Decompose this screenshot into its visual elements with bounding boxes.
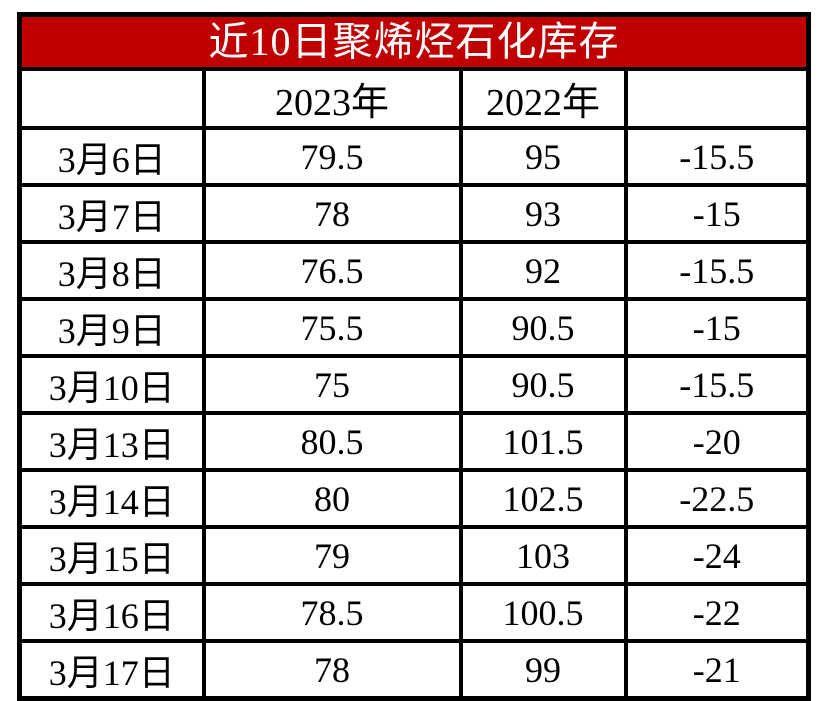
table-title-row: 近10日聚烯烃石化库存	[17, 12, 811, 71]
table-row: 3月17日 78 99 -21	[17, 639, 811, 701]
value-2022-cell: 101.5	[458, 411, 628, 472]
diff-cell: -24	[623, 525, 811, 586]
value-2023-cell: 79.5	[201, 126, 463, 187]
header-2022: 2022年	[458, 67, 628, 130]
value-2023-cell: 80	[201, 468, 463, 529]
date-cell: 3月9日	[17, 297, 206, 358]
value-2022-cell: 100.5	[458, 582, 628, 643]
value-2022-cell: 99	[458, 639, 628, 701]
date-cell: 3月8日	[17, 240, 206, 301]
value-2023-cell: 79	[201, 525, 463, 586]
value-2022-cell: 90.5	[458, 297, 628, 358]
date-cell: 3月17日	[17, 639, 206, 701]
date-cell: 3月13日	[17, 411, 206, 472]
diff-cell: -15	[623, 183, 811, 244]
diff-cell: -22.5	[623, 468, 811, 529]
table-row: 3月16日 78.5 100.5 -22	[17, 582, 811, 643]
value-2023-cell: 80.5	[201, 411, 463, 472]
header-2023: 2023年	[201, 67, 463, 130]
header-diff	[623, 67, 811, 130]
diff-cell: -15.5	[623, 126, 811, 187]
diff-cell: -21	[623, 639, 811, 701]
table-row: 3月14日 80 102.5 -22.5	[17, 468, 811, 529]
value-2023-cell: 76.5	[201, 240, 463, 301]
diff-cell: -15.5	[623, 354, 811, 415]
date-cell: 3月14日	[17, 468, 206, 529]
date-cell: 3月15日	[17, 525, 206, 586]
page: { "title": "近10日聚烯烃石化库存", "colors": { "t…	[17, 12, 811, 701]
date-cell: 3月10日	[17, 354, 206, 415]
table-row: 3月10日 75 90.5 -15.5	[17, 354, 811, 415]
table-row: 3月15日 79 103 -24	[17, 525, 811, 586]
date-cell: 3月6日	[17, 126, 206, 187]
inventory-table: 近10日聚烯烃石化库存 2023年 2022年 3月6日 79.5 95 -15…	[17, 12, 811, 701]
table-title: 近10日聚烯烃石化库存	[17, 12, 811, 71]
diff-cell: -20	[623, 411, 811, 472]
header-date	[17, 67, 206, 130]
value-2022-cell: 93	[458, 183, 628, 244]
value-2023-cell: 75	[201, 354, 463, 415]
table-row: 3月9日 75.5 90.5 -15	[17, 297, 811, 358]
value-2023-cell: 78	[201, 639, 463, 701]
value-2022-cell: 95	[458, 126, 628, 187]
table-row: 3月8日 76.5 92 -15.5	[17, 240, 811, 301]
value-2022-cell: 92	[458, 240, 628, 301]
value-2022-cell: 103	[458, 525, 628, 586]
value-2023-cell: 78	[201, 183, 463, 244]
value-2022-cell: 90.5	[458, 354, 628, 415]
value-2023-cell: 78.5	[201, 582, 463, 643]
value-2022-cell: 102.5	[458, 468, 628, 529]
table-row: 3月7日 78 93 -15	[17, 183, 811, 244]
table-row: 3月6日 79.5 95 -15.5	[17, 126, 811, 187]
diff-cell: -15	[623, 297, 811, 358]
table-header-row: 2023年 2022年	[17, 67, 811, 130]
diff-cell: -22	[623, 582, 811, 643]
date-cell: 3月7日	[17, 183, 206, 244]
diff-cell: -15.5	[623, 240, 811, 301]
date-cell: 3月16日	[17, 582, 206, 643]
value-2023-cell: 75.5	[201, 297, 463, 358]
table-row: 3月13日 80.5 101.5 -20	[17, 411, 811, 472]
